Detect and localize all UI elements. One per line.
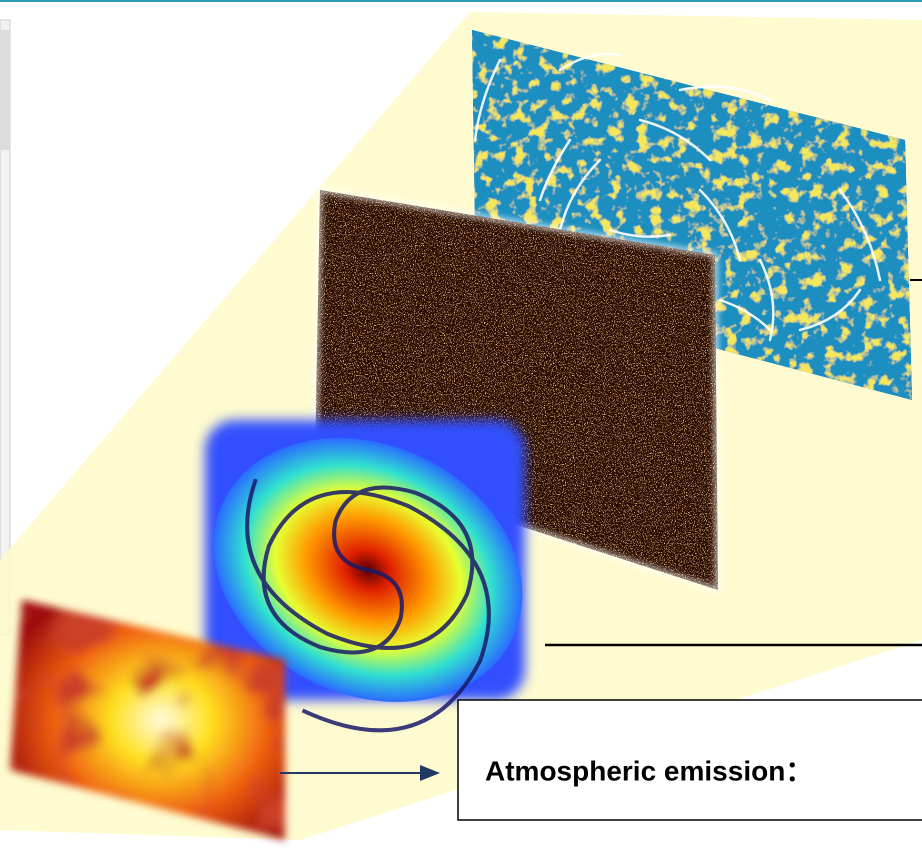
side-scroll — [0, 30, 10, 150]
callout-text: Atmospheric emission： — [485, 755, 813, 786]
slide: Atmospheric emission： — [0, 0, 922, 851]
